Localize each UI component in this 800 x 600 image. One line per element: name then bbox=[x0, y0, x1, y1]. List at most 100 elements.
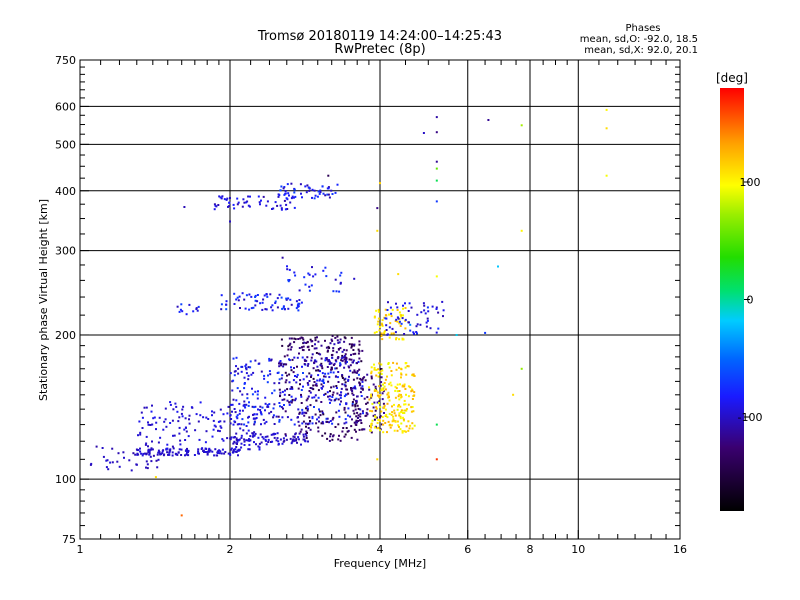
echo-point bbox=[270, 358, 273, 361]
echo-point bbox=[251, 387, 253, 390]
echo-point bbox=[323, 382, 325, 384]
echo-point bbox=[363, 397, 366, 400]
echo-point bbox=[375, 374, 378, 377]
echo-point bbox=[247, 366, 250, 369]
echo-point bbox=[278, 361, 281, 364]
echo-point bbox=[337, 398, 340, 401]
echo-point bbox=[379, 394, 382, 396]
echo-point bbox=[301, 346, 304, 349]
echo-point bbox=[351, 404, 354, 407]
echo-point bbox=[605, 127, 608, 130]
echo-point bbox=[184, 454, 186, 457]
echo-point bbox=[145, 406, 148, 409]
echo-point bbox=[334, 191, 337, 194]
echo-point bbox=[289, 342, 292, 345]
echo-point bbox=[218, 430, 221, 433]
echo-point bbox=[340, 359, 343, 362]
echo-point bbox=[279, 391, 282, 394]
echo-point bbox=[300, 443, 302, 446]
echo-point bbox=[380, 410, 383, 413]
echo-point bbox=[361, 349, 364, 352]
echo-point bbox=[297, 387, 300, 390]
echo-point bbox=[408, 302, 411, 305]
echo-point bbox=[318, 408, 320, 411]
echo-point bbox=[128, 459, 131, 462]
echo-point bbox=[337, 341, 340, 344]
echo-point bbox=[361, 378, 364, 381]
echo-point bbox=[221, 448, 224, 451]
echo-point bbox=[288, 403, 291, 406]
echo-point bbox=[288, 359, 291, 362]
echo-point bbox=[379, 416, 381, 419]
echo-point bbox=[243, 444, 246, 446]
echo-point bbox=[317, 190, 320, 193]
echo-point bbox=[305, 434, 308, 437]
echo-point bbox=[233, 448, 235, 451]
echo-point bbox=[314, 194, 317, 197]
echo-point bbox=[236, 414, 239, 417]
echo-point bbox=[341, 354, 344, 357]
echo-point bbox=[389, 423, 391, 426]
echo-point bbox=[390, 315, 393, 318]
echo-point bbox=[402, 307, 404, 310]
echo-point bbox=[301, 337, 304, 339]
echo-point bbox=[282, 187, 285, 190]
echo-point bbox=[178, 416, 181, 419]
echo-point bbox=[375, 407, 378, 410]
echo-point bbox=[343, 408, 346, 411]
echo-point bbox=[226, 412, 229, 415]
echo-point bbox=[338, 394, 341, 397]
echo-point bbox=[338, 290, 341, 293]
echo-point bbox=[321, 410, 324, 413]
echo-point bbox=[298, 289, 301, 292]
echo-point bbox=[177, 451, 180, 454]
echo-point bbox=[276, 306, 279, 309]
echo-point bbox=[351, 390, 354, 392]
echo-point bbox=[298, 347, 301, 349]
echo-point bbox=[354, 421, 357, 424]
echo-point bbox=[234, 411, 237, 414]
echo-point bbox=[238, 423, 241, 426]
echo-point bbox=[378, 400, 381, 403]
echo-point bbox=[309, 404, 312, 407]
echo-point bbox=[377, 368, 380, 371]
echo-point bbox=[247, 204, 250, 207]
echo-point bbox=[381, 324, 384, 327]
echo-point bbox=[339, 403, 341, 406]
echo-point bbox=[298, 432, 301, 435]
echo-point bbox=[148, 450, 151, 453]
echo-point bbox=[383, 330, 386, 333]
echo-point bbox=[183, 428, 186, 431]
echo-point bbox=[326, 391, 329, 394]
echo-point bbox=[398, 425, 400, 428]
echo-point bbox=[322, 385, 325, 388]
echo-point bbox=[334, 375, 337, 378]
echo-point bbox=[331, 334, 334, 337]
echo-point bbox=[370, 431, 373, 434]
echo-point bbox=[258, 446, 261, 449]
echo-point bbox=[284, 192, 287, 195]
echo-point bbox=[154, 476, 157, 479]
echo-point bbox=[296, 441, 298, 444]
echo-point bbox=[272, 207, 275, 210]
echo-point bbox=[311, 196, 313, 199]
echo-point bbox=[376, 229, 379, 232]
echo-point bbox=[283, 308, 286, 311]
echo-point bbox=[280, 406, 283, 409]
echo-point bbox=[248, 439, 251, 442]
echo-point bbox=[388, 399, 391, 402]
echo-point bbox=[350, 346, 353, 349]
echo-point bbox=[247, 421, 250, 424]
echo-point bbox=[401, 431, 404, 434]
echo-point bbox=[328, 395, 331, 398]
echo-point bbox=[266, 405, 269, 408]
echo-point bbox=[317, 374, 320, 377]
echo-point bbox=[317, 340, 320, 343]
echo-point bbox=[358, 350, 361, 353]
echo-point bbox=[239, 390, 242, 393]
echo-point bbox=[381, 369, 384, 372]
echo-point bbox=[290, 197, 293, 200]
echo-point bbox=[344, 381, 347, 384]
echo-point bbox=[354, 405, 357, 408]
echo-point bbox=[396, 390, 399, 393]
